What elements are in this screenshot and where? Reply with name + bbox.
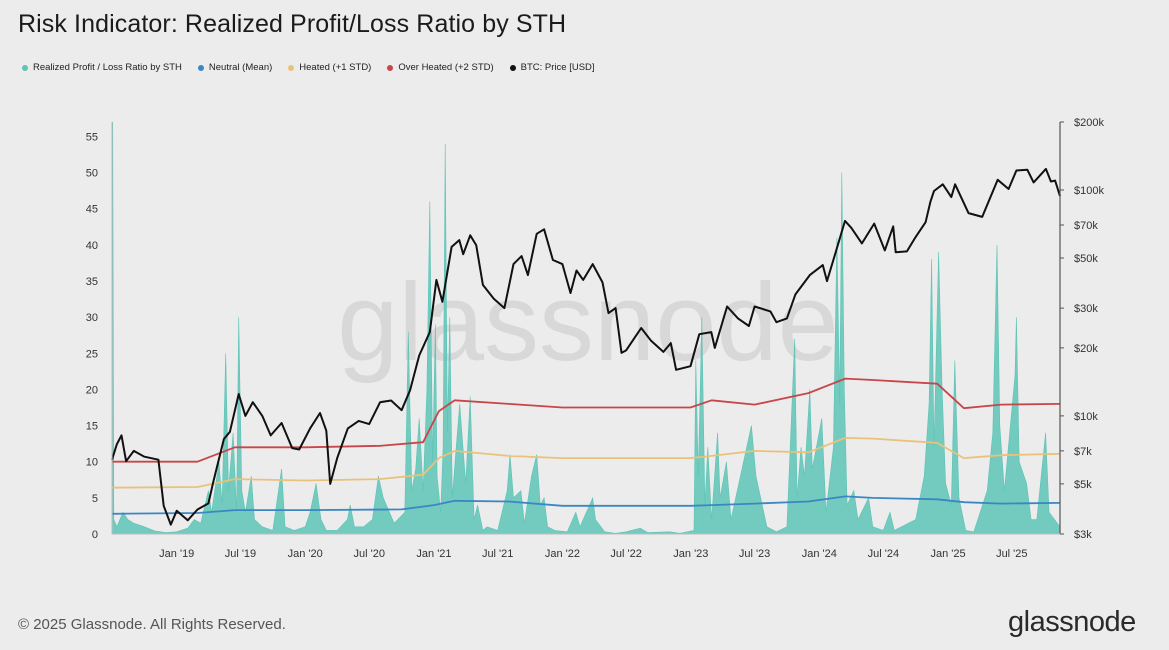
legend-swatch-overheated xyxy=(387,64,394,71)
left-tick-label: 15 xyxy=(86,421,98,433)
right-tick-label: $10k xyxy=(1074,411,1098,423)
brand-logo: glassnode xyxy=(1008,606,1136,638)
left-tick-label: 20 xyxy=(86,384,98,396)
copyright-footer: © 2025 Glassnode. All Rights Reserved. xyxy=(18,616,286,633)
x-tick-label: Jul '20 xyxy=(354,548,385,560)
right-tick-label: $20k xyxy=(1074,343,1098,355)
right-tick-label: $7k xyxy=(1074,446,1092,458)
legend-swatch-ratio xyxy=(22,64,28,71)
chart-title: Risk Indicator: Realized Profit/Loss Rat… xyxy=(18,10,567,38)
left-tick-label: 55 xyxy=(86,131,98,143)
legend-label-neutral: Neutral (Mean) xyxy=(208,62,273,73)
series-line-heated-1-std xyxy=(111,437,1061,489)
series-line-btc-price-usd xyxy=(111,167,1061,526)
x-tick-label: Jul '25 xyxy=(996,548,1027,560)
legend-item-heated[interactable]: Heated (+1 STD) xyxy=(288,62,371,73)
btc-price-layer xyxy=(111,167,1061,526)
chart-legend: Realized Profit / Loss Ratio by STH Neut… xyxy=(22,62,595,73)
ratio-area-layer xyxy=(111,121,1061,535)
legend-swatch-heated xyxy=(288,64,295,71)
legend-swatch-neutral xyxy=(197,64,204,71)
x-tick-label: Jul '21 xyxy=(482,548,513,560)
series-line-over-heated-2-std xyxy=(112,377,1061,463)
x-tick-label: Jan '20 xyxy=(288,548,323,560)
left-tick-label: 5 xyxy=(92,493,98,505)
axes-layer: 0 5 10 15 20 25 30 35 40 45 50 55 $3k $5k $7k $10k $20k $… xyxy=(86,117,1105,560)
x-tick-label: Jan '23 xyxy=(673,548,708,560)
x-tick-label: Jan '25 xyxy=(931,548,966,560)
x-tick-label: Jan '19 xyxy=(159,548,194,560)
x-tick-label: Jan '24 xyxy=(802,548,837,560)
legend-label-btc-price: BTC: Price [USD] xyxy=(520,62,595,73)
legend-label-heated: Heated (+1 STD) xyxy=(299,62,372,73)
watermark-text: glassnode xyxy=(337,261,839,384)
left-tick-label: 40 xyxy=(86,240,98,252)
right-tick-label: $200k xyxy=(1074,117,1104,129)
legend-item-neutral[interactable]: Neutral (Mean) xyxy=(197,62,273,73)
x-tick-label: Jan '22 xyxy=(545,548,580,560)
x-tick-label: Jan '21 xyxy=(416,548,451,560)
left-tick-label: 30 xyxy=(86,312,98,324)
right-tick-label: $100k xyxy=(1074,185,1104,197)
x-tick-label: Jul '22 xyxy=(610,548,641,560)
band-lines-layer xyxy=(111,377,1061,515)
x-tick-label: Jul '19 xyxy=(225,548,256,560)
right-tick-label: $5k xyxy=(1074,479,1092,491)
left-tick-label: 35 xyxy=(86,276,98,288)
legend-item-btc-price[interactable]: BTC: Price [USD] xyxy=(509,62,595,73)
left-tick-label: 50 xyxy=(86,168,98,180)
series-line-neutral-mean xyxy=(111,495,1061,515)
legend-item-overheated[interactable]: Over Heated (+2 STD) xyxy=(387,62,494,73)
legend-label-ratio: Realized Profit / Loss Ratio by STH xyxy=(33,62,182,73)
legend-item-ratio[interactable]: Realized Profit / Loss Ratio by STH xyxy=(22,62,182,73)
legend-swatch-btc-price xyxy=(509,64,516,71)
left-tick-label: 10 xyxy=(86,457,98,469)
left-tick-label: 25 xyxy=(86,348,98,360)
right-tick-label: $70k xyxy=(1074,220,1098,232)
legend-label-overheated: Over Heated (+2 STD) xyxy=(398,62,494,73)
right-tick-label: $50k xyxy=(1074,253,1098,265)
left-tick-label: 0 xyxy=(92,529,98,541)
left-tick-label: 45 xyxy=(86,204,98,216)
x-tick-label: Jul '24 xyxy=(868,548,899,560)
x-tick-label: Jul '23 xyxy=(739,548,770,560)
right-tick-label: $3k xyxy=(1074,529,1092,541)
right-tick-label: $30k xyxy=(1074,303,1098,315)
series-area-realized-profit-loss-ratio-by-sth xyxy=(111,121,1061,535)
